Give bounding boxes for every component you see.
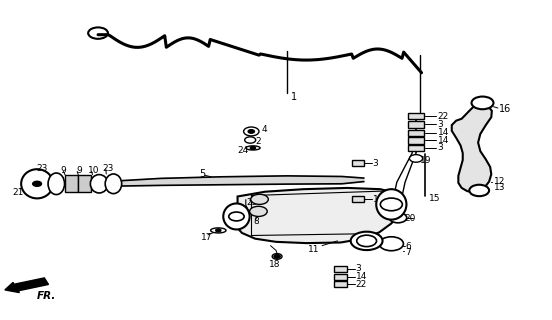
Bar xyxy=(408,113,424,119)
Polygon shape xyxy=(122,176,364,186)
Text: 3: 3 xyxy=(355,264,362,273)
Bar xyxy=(352,160,364,166)
Ellipse shape xyxy=(91,175,108,193)
Text: 14: 14 xyxy=(438,136,449,145)
Polygon shape xyxy=(235,188,405,243)
Text: 11: 11 xyxy=(308,245,320,254)
Ellipse shape xyxy=(246,146,260,150)
Circle shape xyxy=(274,254,280,258)
Ellipse shape xyxy=(21,169,53,198)
Text: 14: 14 xyxy=(438,128,449,137)
Bar xyxy=(333,282,347,287)
Bar xyxy=(65,175,78,192)
Text: 17: 17 xyxy=(201,233,213,242)
Circle shape xyxy=(248,130,254,133)
Text: 9: 9 xyxy=(61,166,66,175)
Text: 12: 12 xyxy=(493,177,505,186)
Circle shape xyxy=(251,194,268,204)
Circle shape xyxy=(245,137,256,143)
Text: 24: 24 xyxy=(237,146,249,155)
Text: 10: 10 xyxy=(88,166,100,175)
Text: 23: 23 xyxy=(103,164,114,173)
Circle shape xyxy=(250,146,256,149)
Text: FR.: FR. xyxy=(37,291,56,301)
Text: 14: 14 xyxy=(355,272,367,281)
Text: 9: 9 xyxy=(76,166,82,175)
Bar xyxy=(408,145,424,151)
Bar xyxy=(333,266,347,272)
Text: 15: 15 xyxy=(429,194,440,203)
Text: 3: 3 xyxy=(438,143,443,152)
Ellipse shape xyxy=(351,232,383,250)
Circle shape xyxy=(88,28,108,39)
Ellipse shape xyxy=(272,253,282,259)
Text: 5: 5 xyxy=(199,169,205,179)
Text: 20: 20 xyxy=(405,214,416,223)
Circle shape xyxy=(471,97,493,109)
Text: 6: 6 xyxy=(406,242,411,251)
Circle shape xyxy=(410,155,423,162)
Text: 3: 3 xyxy=(438,120,443,129)
Text: 23: 23 xyxy=(36,164,48,173)
Bar xyxy=(408,137,424,143)
Ellipse shape xyxy=(211,228,226,233)
Circle shape xyxy=(216,229,221,232)
Text: 22: 22 xyxy=(355,280,367,289)
FancyArrow shape xyxy=(5,278,49,292)
Circle shape xyxy=(33,181,41,186)
Ellipse shape xyxy=(223,204,250,229)
Text: 21: 21 xyxy=(12,188,24,197)
Ellipse shape xyxy=(376,189,406,220)
Circle shape xyxy=(389,213,407,223)
Text: 18: 18 xyxy=(269,260,281,268)
Circle shape xyxy=(229,212,244,221)
Circle shape xyxy=(243,127,259,136)
Text: 8: 8 xyxy=(253,217,259,226)
Bar xyxy=(408,130,424,136)
Bar xyxy=(408,121,424,128)
Text: 1: 1 xyxy=(291,92,297,101)
Text: 16: 16 xyxy=(499,104,511,114)
Text: 22: 22 xyxy=(438,112,449,121)
Text: 3: 3 xyxy=(373,159,379,168)
Text: 14: 14 xyxy=(373,195,384,204)
Text: 13: 13 xyxy=(493,183,505,192)
Bar xyxy=(352,196,364,202)
Text: 7: 7 xyxy=(406,248,411,257)
Text: 25: 25 xyxy=(246,198,258,207)
Bar xyxy=(333,274,347,280)
Circle shape xyxy=(250,206,267,216)
Circle shape xyxy=(380,198,402,211)
Circle shape xyxy=(469,185,489,196)
Polygon shape xyxy=(452,103,492,192)
Circle shape xyxy=(379,237,404,251)
Text: 4: 4 xyxy=(261,125,267,134)
Circle shape xyxy=(357,235,376,247)
Ellipse shape xyxy=(105,174,121,194)
Text: 2: 2 xyxy=(255,137,261,146)
Bar xyxy=(78,175,92,192)
Ellipse shape xyxy=(48,173,65,195)
Text: 19: 19 xyxy=(421,156,432,165)
